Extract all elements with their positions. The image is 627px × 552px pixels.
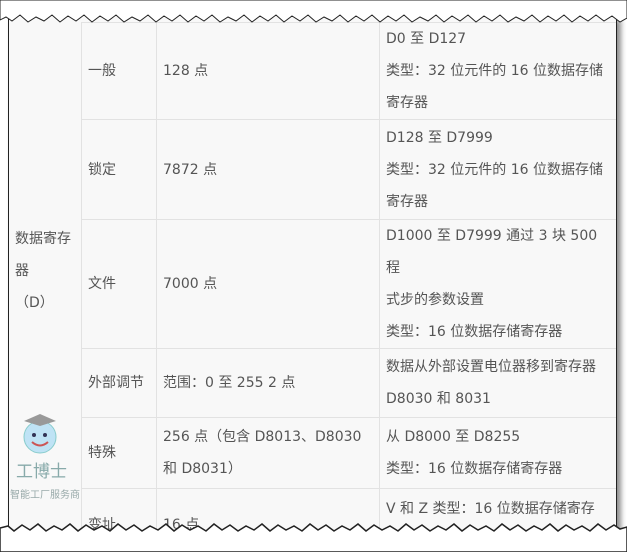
desc-line: 从 D8000 至 D8255 (386, 429, 521, 445)
type-cell: 一般 (81, 22, 157, 120)
table-row: 特殊 256 点（包含 D8013、D8030 和 D8031） 从 D8000… (9, 417, 616, 489)
desc-cell: V 和 Z 类型：16 位数据存储寄存 器 (379, 488, 616, 530)
desc-line: 式步的参数设置 (386, 292, 484, 308)
count-cell: 256 点（包含 D8013、D8030 和 D8031） (156, 417, 380, 489)
desc-cell: 数据从外部设置电位器移到寄存器 D8030 和 8031 (379, 348, 616, 418)
desc-line: 寄存器 (386, 95, 428, 111)
count-cell: 7000 点 (156, 219, 380, 349)
torn-edge-top (0, 0, 627, 23)
desc-cell: D1000 至 D7999 通过 3 块 500 程 式步的参数设置 类型：16… (379, 219, 616, 349)
desc-line: 数据从外部设置电位器移到寄存器 (386, 359, 596, 375)
group-label-line: 器 (15, 262, 29, 279)
desc-line: V 和 Z 类型：16 位数据存储寄存 (386, 500, 595, 517)
desc-line: 类型：32 位元件的 16 位数据存储 (386, 161, 603, 178)
desc-line: D8030 和 8031 (386, 391, 491, 407)
table-row: 变址 16 点 V 和 Z 类型：16 位数据存储寄存 器 (9, 488, 616, 530)
desc-line: D128 至 D7999 (386, 129, 493, 146)
group-label-line: 数据寄存 (15, 230, 71, 247)
count-cell: 128 点 (156, 22, 380, 120)
desc-cell: D128 至 D7999 类型：32 位元件的 16 位数据存储 寄存器 (379, 119, 616, 220)
table-row: 文件 7000 点 D1000 至 D7999 通过 3 块 500 程 式步的… (9, 219, 616, 349)
watermark-tagline: 智能工厂服务商 (10, 490, 80, 501)
desc-line: D1000 至 D7999 通过 3 块 500 程 (386, 228, 598, 276)
desc-line: 类型：16 位数据存储寄存器 (386, 461, 563, 477)
table-row: 外部调节 范围：0 至 255 2 点 数据从外部设置电位器移到寄存器 D803… (9, 348, 616, 418)
desc-line: D0 至 D127 (386, 31, 467, 47)
table-row: 锁定 7872 点 D128 至 D7999 类型：32 位元件的 16 位数据… (9, 119, 616, 220)
type-cell: 文件 (81, 219, 157, 349)
type-cell: 特殊 (81, 417, 157, 489)
count-cell: 16 点 (156, 488, 380, 530)
desc-cell: D0 至 D127 类型：32 位元件的 16 位数据存储 寄存器 (379, 22, 616, 120)
group-label-line: （D） (15, 294, 54, 311)
data-register-table: 数据寄存 器 （D） 一般 128 点 D0 至 D127 类型：32 位元件的… (9, 22, 616, 530)
desc-cell: 从 D8000 至 D8255 类型：16 位数据存储寄存器 (379, 417, 616, 489)
type-cell: 外部调节 (81, 348, 157, 418)
desc-line: 类型：32 位元件的 16 位数据存储 (386, 63, 603, 79)
watermark-logo-icon: 工博士 (16, 414, 67, 482)
desc-line: 类型：16 位数据存储寄存器 (386, 324, 563, 340)
torn-edge-bottom (0, 523, 627, 552)
desc-line: 寄存器 (386, 193, 428, 210)
count-cell: 7872 点 (156, 119, 380, 220)
group-label: 数据寄存 器 （D） (15, 223, 75, 319)
table-row: 数据寄存 器 （D） 一般 128 点 D0 至 D127 类型：32 位元件的… (9, 22, 616, 530)
count-cell: 范围：0 至 255 2 点 (156, 348, 380, 418)
type-cell: 锁定 (81, 119, 157, 220)
type-cell: 变址 (81, 488, 157, 530)
watermark-brand: 工博士 (16, 462, 67, 482)
table-frame: 数据寄存 器 （D） 一般 128 点 D0 至 D127 类型：32 位元件的… (8, 16, 617, 530)
